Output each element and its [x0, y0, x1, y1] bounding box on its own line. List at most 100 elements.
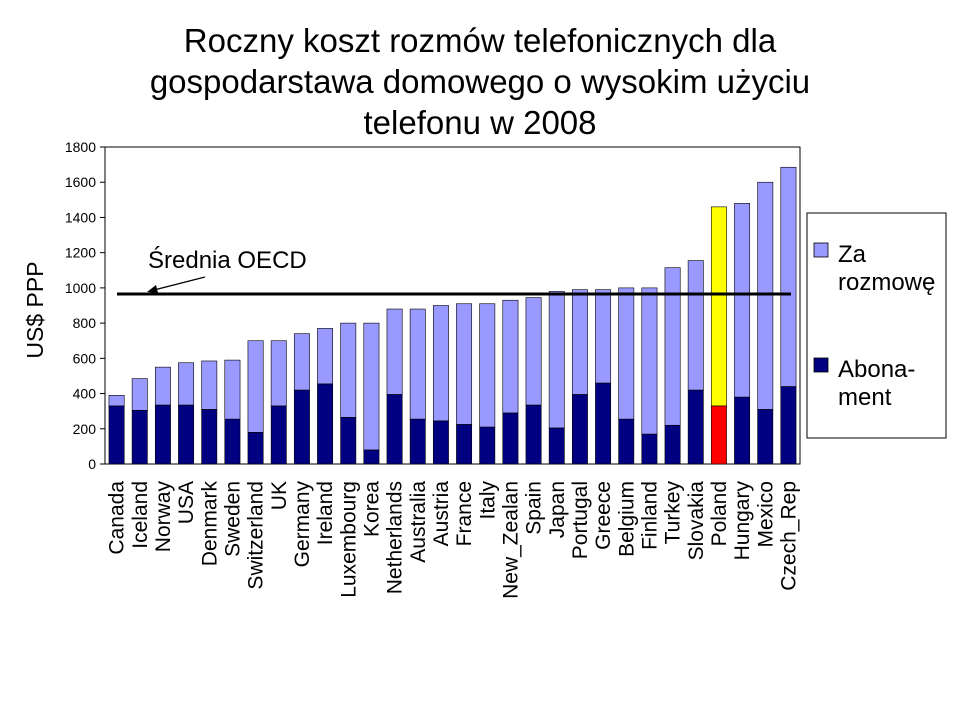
tick-labels: 0 200 400 600 800 1000 1200 1400 1600 1800: [65, 139, 96, 472]
category-label: Iceland: [129, 481, 152, 549]
bar-segment: [479, 303, 496, 428]
category-label: Japan: [546, 481, 569, 538]
bar-segment: [687, 260, 704, 391]
category-label: Denmark: [198, 481, 221, 567]
bar-segment: [757, 409, 774, 465]
category-label: Slovakia: [685, 481, 708, 561]
category-labels: Canada Iceland Norway USA Denmark Sweden Switz…: [106, 481, 801, 599]
bar-segment: [178, 404, 195, 465]
category-label: Italy: [476, 481, 499, 520]
bar-segment: [502, 299, 519, 414]
legend-label: Abona-ment: [838, 356, 915, 411]
category-label: New_Zealan: [499, 481, 522, 599]
bar-segment: [595, 382, 612, 465]
oecd-average: Średnia OECD: [117, 246, 791, 296]
category-label: Australia: [407, 481, 430, 563]
average-arrow-line: [153, 276, 206, 291]
category-label: Finland: [638, 481, 661, 550]
bar-segment: [432, 305, 449, 422]
bar-segment: [270, 405, 287, 465]
bar-segment: [131, 409, 148, 465]
average-label: Średnia OECD: [148, 246, 307, 274]
y-tick-label: 1000: [65, 280, 96, 296]
average-arrow-head: [147, 285, 158, 293]
bar-segment: [780, 166, 797, 387]
bar-segment: [224, 359, 241, 420]
category-label: Korea: [360, 481, 383, 537]
chart-title: Roczny koszt rozmów telefonicznych dla g…: [149, 22, 811, 141]
bar-segment: [386, 394, 403, 465]
bar-segment: [548, 291, 565, 429]
bar-segment: [456, 303, 473, 425]
bar-segment: [734, 203, 751, 398]
bar-segment: [409, 418, 426, 465]
bar-segment: [757, 181, 774, 410]
category-label: UK: [268, 481, 291, 510]
bar-segment: [293, 389, 310, 465]
bar-segment: [386, 308, 403, 395]
bar-segment: [595, 289, 612, 384]
category-label: Czech_Rep: [777, 481, 800, 591]
category-label: Belgium: [615, 481, 638, 557]
y-tick-label: 200: [73, 421, 97, 437]
legend-label: Za rozmowę: [838, 241, 935, 296]
legend: Za rozmowę Abona-ment: [806, 212, 947, 439]
y-tick-label: 600: [73, 350, 97, 366]
bar-segment: [502, 412, 519, 465]
y-tick-label: 1200: [65, 245, 96, 261]
bar-segment: [224, 418, 241, 465]
bar-segment: [178, 362, 195, 406]
bar-segment: [664, 267, 681, 426]
bar-segment: [247, 340, 264, 433]
bar-segment: [571, 289, 588, 395]
category-label: Switzerland: [245, 481, 268, 590]
category-label: Germany: [291, 481, 314, 568]
bar-segment: [525, 404, 542, 465]
plot-area: [104, 146, 801, 465]
bar-segment: [641, 287, 658, 435]
category-label: Luxembourg: [337, 481, 360, 598]
axes: [100, 146, 801, 465]
category-label: Poland: [708, 481, 731, 546]
bar-segment: [363, 449, 380, 465]
category-label: Portugal: [569, 481, 592, 559]
bar-segment: [664, 424, 681, 465]
category-label: France: [453, 481, 476, 546]
bar-segment: [479, 426, 496, 465]
category-label: Turkey: [662, 481, 685, 545]
bar-segment: [340, 417, 357, 465]
bar-segment: [131, 378, 148, 411]
bar-segment: [108, 395, 125, 407]
bar-segment: [571, 394, 588, 465]
y-tick-label: 1800: [65, 139, 96, 155]
category-label: Greece: [592, 481, 615, 550]
bar-segment: [641, 433, 658, 465]
bar-segment: [247, 431, 264, 465]
category-label: Austria: [430, 481, 453, 547]
y-tick-label: 0: [88, 456, 96, 472]
category-label: Mexico: [754, 481, 777, 548]
y-axis-label: US$ PPP: [22, 261, 48, 358]
bar-segment: [734, 396, 751, 465]
bar-segment: [340, 322, 357, 418]
bar-segment: [317, 383, 334, 465]
bars: [108, 166, 797, 465]
legend-swatch: [813, 242, 829, 258]
y-tick-label: 800: [73, 315, 97, 331]
category-label: Hungary: [731, 481, 754, 561]
bar-segment: [687, 389, 704, 465]
bar-segment: [780, 386, 797, 465]
category-label: Ireland: [314, 481, 337, 545]
category-label: Sweden: [221, 481, 244, 557]
y-tick-label: 400: [73, 386, 97, 402]
category-label: Spain: [523, 481, 546, 535]
legend-box: [806, 212, 947, 439]
category-label: Norway: [152, 481, 175, 553]
bar-segment: [525, 297, 542, 406]
bar-segment: [154, 404, 171, 465]
bar-segment: [201, 360, 218, 410]
category-label: USA: [175, 481, 198, 524]
bar-segment: [201, 409, 218, 465]
bar-segment: [270, 340, 287, 407]
bar-segment: [456, 424, 473, 465]
